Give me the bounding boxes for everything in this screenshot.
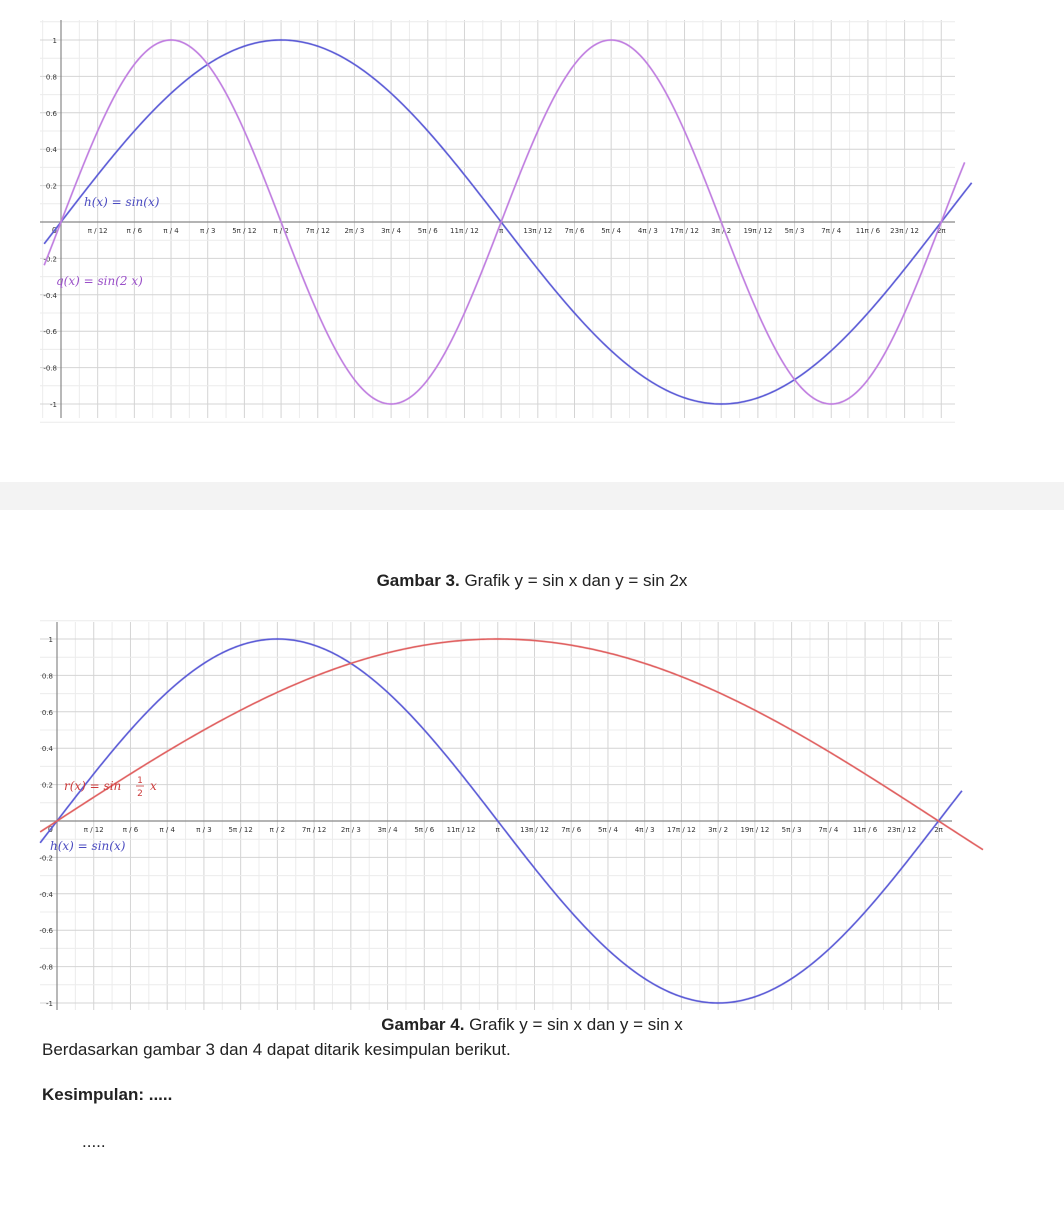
x-tick-label: 7π / 4 <box>818 826 838 834</box>
x-tick-label: 11π / 12 <box>450 227 479 235</box>
label-r-sin-half-x: r(x) = sin <box>64 779 121 793</box>
x-tick-label: 3π / 4 <box>381 227 401 235</box>
x-tick-label: 7π / 4 <box>821 227 841 235</box>
label-r-frac-num: 1 <box>137 776 143 786</box>
series-line <box>40 639 983 850</box>
x-tick-label: 23π / 12 <box>890 227 919 235</box>
x-tick-label: 5π / 6 <box>418 227 438 235</box>
x-tick-label: 5π / 4 <box>598 826 618 834</box>
x-tick-label: 2π / 3 <box>344 227 364 235</box>
label-r-x: x <box>150 779 157 793</box>
y-tick-label: -0.4 <box>43 292 57 300</box>
x-tick-label: π / 6 <box>127 227 143 235</box>
x-tick-label: 7π / 12 <box>306 227 330 235</box>
figure-4-caption-text: Grafik y = sin x dan y = sin x <box>464 1015 682 1034</box>
y-tick-label: -0.6 <box>43 328 57 336</box>
x-tick-label: 13π / 12 <box>520 826 549 834</box>
x-tick-label: π <box>496 826 501 834</box>
x-tick-label: 11π / 6 <box>856 227 881 235</box>
label-r-frac-den: 2 <box>137 789 143 799</box>
series-line-glow <box>40 639 983 850</box>
chart-sin-x-sin-half-x: π / 12 π / 6 π / 4 π / 3 5π / 12 π / 2 7π / 12… <box>0 610 1064 1020</box>
label-h-sin-x: h(x) = sin(x) <box>84 195 160 209</box>
x-tick-label: 23π / 12 <box>887 826 916 834</box>
y-tick-label: -0.2 <box>39 854 53 862</box>
x-tick-label: π / 4 <box>163 227 179 235</box>
y-tick-label: 0.4 <box>46 146 58 154</box>
x-tick-label: π / 4 <box>159 826 175 834</box>
x-tick-label: π / 12 <box>84 826 104 834</box>
label-q-sin-2x: q(x) = sin(2 x) <box>56 274 143 288</box>
x-tick-label: 3π / 4 <box>378 826 398 834</box>
x-tick-label: 2π / 3 <box>341 826 361 834</box>
x-tick-label: 5π / 12 <box>232 227 256 235</box>
x-tick-label: 5π / 3 <box>782 826 802 834</box>
x-tick-label: 4π / 3 <box>638 227 658 235</box>
y-tick-label: -0.4 <box>39 891 53 899</box>
x-tick-label: 17π / 12 <box>667 826 696 834</box>
x-tick-label: 7π / 6 <box>561 826 581 834</box>
y-tick-label: -0.6 <box>39 927 53 935</box>
y-tick-label: 0.6 <box>42 709 54 717</box>
y-tick-label: 0.8 <box>46 73 57 81</box>
figure-3-caption: Gambar 3. Grafik y = sin x dan y = sin 2… <box>0 571 1064 591</box>
x-tick-label: 19π / 12 <box>743 227 772 235</box>
label-h-sin-x: h(x) = sin(x) <box>50 839 126 853</box>
x-tick-label: 5π / 4 <box>601 227 621 235</box>
conclusion-dots: ..... <box>82 1132 106 1152</box>
x-tick-label: 5π / 6 <box>414 826 434 834</box>
x-tick-label: 7π / 6 <box>565 227 585 235</box>
x-tick-label: π / 6 <box>123 826 139 834</box>
x-tick-label: 4π / 3 <box>635 826 655 834</box>
x-tick-label: 13π / 12 <box>523 227 552 235</box>
x-tick-label: π / 3 <box>200 227 215 235</box>
x-tick-label: π / 12 <box>88 227 108 235</box>
y-tick-label: 0.4 <box>42 745 54 753</box>
figure-4-caption: Gambar 4. Grafik y = sin x dan y = sin x <box>0 1015 1064 1035</box>
y-tick-label: -0.8 <box>39 964 53 972</box>
divider-band <box>0 482 1064 510</box>
y-tick-label: 0.2 <box>46 183 57 191</box>
x-tick-label: π / 3 <box>196 826 211 834</box>
y-tick-label: 1 <box>53 37 57 45</box>
x-tick-label: 2π <box>934 826 943 834</box>
figure-3-caption-bold: Gambar 3. <box>377 571 460 590</box>
figure-3-caption-text: Grafik y = sin x dan y = sin 2x <box>460 571 688 590</box>
x-tick-label: 11π / 6 <box>853 826 878 834</box>
y-tick-label: -0.8 <box>43 365 57 373</box>
y-tick-label: 1 <box>49 636 53 644</box>
y-tick-label: 0.8 <box>42 672 53 680</box>
x-tick-label: π / 2 <box>270 826 285 834</box>
x-tick-label: 19π / 12 <box>740 826 769 834</box>
x-tick-label: 3π / 2 <box>711 227 731 235</box>
y-tick-label: -1 <box>50 401 57 409</box>
x-tick-label: 11π / 12 <box>447 826 476 834</box>
y-tick-label: -1 <box>46 1000 53 1008</box>
x-tick-label: 17π / 12 <box>670 227 699 235</box>
x-tick-label: 5π / 12 <box>228 826 252 834</box>
conclusion-intro: Berdasarkan gambar 3 dan 4 dapat ditarik… <box>42 1040 511 1060</box>
y-tick-label: 0.6 <box>46 110 58 118</box>
figure-4-caption-bold: Gambar 4. <box>381 1015 464 1034</box>
x-tick-label: 5π / 3 <box>785 227 805 235</box>
x-tick-label: 7π / 12 <box>302 826 326 834</box>
conclusion-label: Kesimpulan: ..... <box>42 1085 172 1105</box>
x-tick-label: 3π / 2 <box>708 826 728 834</box>
y-tick-label: 0.2 <box>42 782 53 790</box>
